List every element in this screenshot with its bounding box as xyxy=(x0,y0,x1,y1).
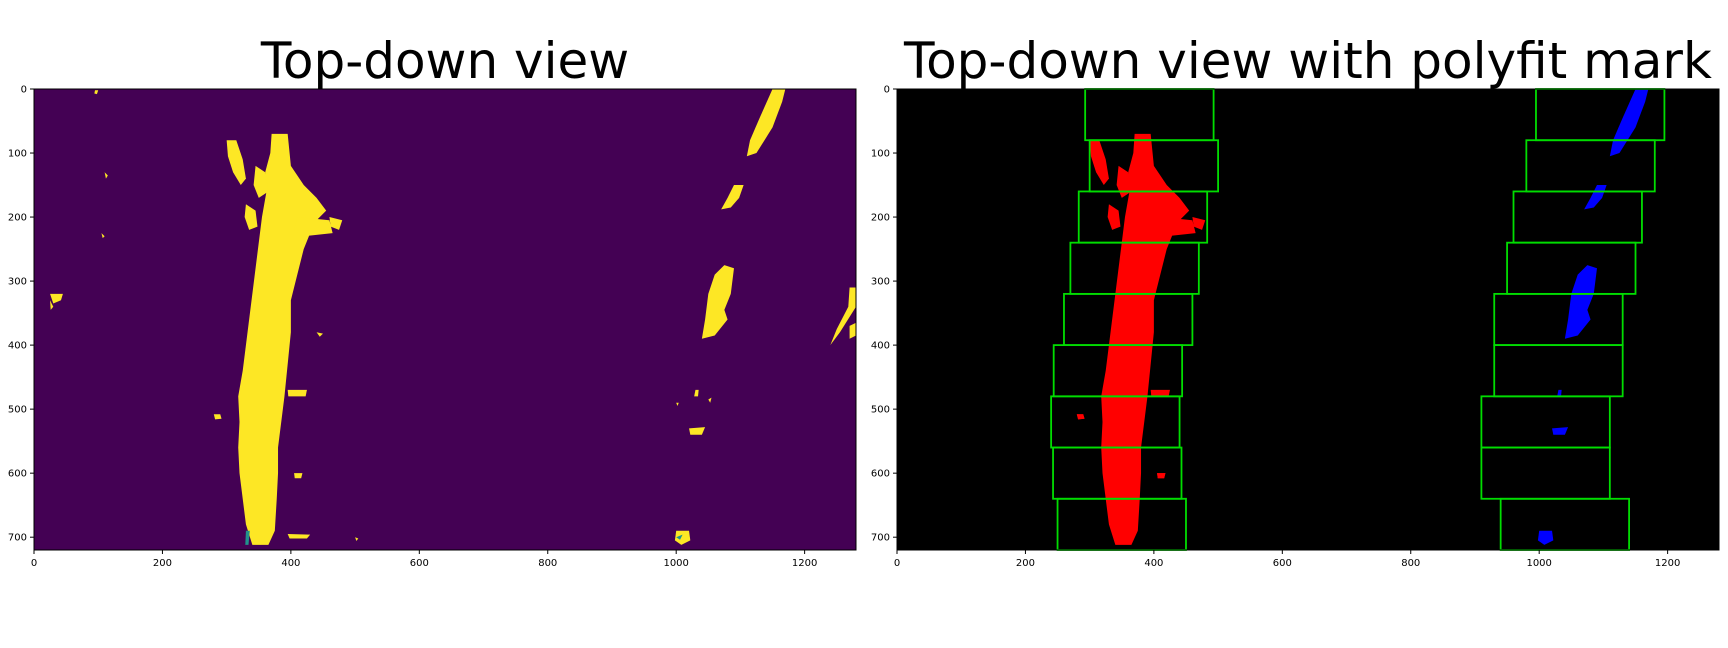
panel-top-down-view: Top-down view 0 200 400 600 800 1000 1200 0 100 2… xyxy=(8,32,857,570)
panel-title: Top-down view xyxy=(260,32,629,90)
left-lane-pixels xyxy=(287,389,307,397)
x-tick-label: 600 xyxy=(410,558,429,569)
noise-pixels xyxy=(255,533,266,545)
lane-pixel-marks xyxy=(1076,89,1649,545)
x-tick-label: 1200 xyxy=(792,558,817,569)
noise-pixels xyxy=(50,293,63,304)
left-lane-pixels xyxy=(1157,217,1196,237)
left-lane-pixels xyxy=(294,473,303,479)
left-lane-pixels xyxy=(329,217,343,230)
left-lane-pixels xyxy=(238,133,327,545)
noise-pixels xyxy=(94,90,99,95)
left-lane-stray-pixels xyxy=(1076,414,1085,420)
x-tick-label: 800 xyxy=(538,558,557,569)
left-lane-pixels xyxy=(244,204,258,230)
right-lane-pixels xyxy=(1564,265,1597,339)
left-lane-pixels xyxy=(294,217,333,237)
right-lane-pixels xyxy=(746,89,786,157)
panel-polyfit-view: Top-down view with polyfit mark 0 200 400 6… xyxy=(871,32,1720,570)
noise-pixels xyxy=(101,233,105,239)
x-tick-label: 400 xyxy=(1144,558,1163,569)
noise-pixels xyxy=(676,402,679,406)
noise-pixels xyxy=(104,172,108,179)
y-tick-label: 100 xyxy=(871,149,890,160)
plot-frame xyxy=(896,88,1720,551)
right-lane-pixels xyxy=(721,185,744,210)
axis-ticks: 0 200 400 600 800 1000 1200 0 100 200 300 400 500 600… xyxy=(8,85,817,570)
left-lane-pixels xyxy=(253,165,269,198)
y-tick-label: 700 xyxy=(871,533,890,544)
left-lane-pixels xyxy=(1101,133,1190,545)
y-tick-label: 300 xyxy=(8,277,27,288)
right-lane-pixels xyxy=(701,265,734,339)
x-tick-label: 1000 xyxy=(663,558,688,569)
plot-area-background xyxy=(897,89,1719,550)
right-lane-pixels xyxy=(689,427,706,435)
left-lane-pixels xyxy=(1192,217,1206,230)
x-tick-label: 400 xyxy=(281,558,300,569)
noise-pixels xyxy=(316,332,323,337)
left-lane-pixels xyxy=(1089,140,1109,186)
left-lane-pixels xyxy=(213,414,222,420)
noise-pixels xyxy=(50,300,54,310)
right-lane-pixels xyxy=(1557,389,1562,397)
y-tick-label: 100 xyxy=(8,149,27,160)
lane-pixel-marks xyxy=(50,89,856,545)
y-tick-label: 700 xyxy=(8,533,27,544)
x-tick-label: 600 xyxy=(1273,558,1292,569)
axis-ticks: 0 200 400 600 800 1000 1200 0 100 200 300 400 500 600… xyxy=(871,85,1680,570)
y-tick-label: 0 xyxy=(884,85,890,96)
x-tick-label: 800 xyxy=(1401,558,1420,569)
y-tick-label: 400 xyxy=(8,341,27,352)
y-tick-label: 200 xyxy=(871,213,890,224)
left-lane-pixels xyxy=(1116,165,1132,198)
right-lane-pixels xyxy=(1552,427,1569,435)
x-tick-label: 0 xyxy=(894,558,900,569)
x-tick-label: 0 xyxy=(31,558,37,569)
right-lane-pixels xyxy=(674,530,691,545)
plot-area-background xyxy=(34,89,856,550)
x-tick-label: 200 xyxy=(153,558,172,569)
y-tick-label: 300 xyxy=(871,277,890,288)
y-tick-label: 600 xyxy=(8,469,27,480)
x-tick-label: 1000 xyxy=(1526,558,1551,569)
y-tick-label: 400 xyxy=(871,341,890,352)
right-lane-pixels xyxy=(694,389,699,397)
y-tick-label: 0 xyxy=(21,85,27,96)
left-lane-pixels xyxy=(1107,204,1121,230)
outlier-pixels xyxy=(245,530,250,545)
noise-pixels xyxy=(849,322,856,339)
noise-pixels xyxy=(287,533,311,539)
outlier-pixels xyxy=(676,534,683,540)
noise-pixels xyxy=(830,287,856,346)
y-tick-label: 500 xyxy=(871,405,890,416)
right-lane-pixels xyxy=(1537,530,1554,545)
plot-frame xyxy=(33,88,857,551)
x-tick-label: 200 xyxy=(1016,558,1035,569)
left-lane-pixels xyxy=(1150,389,1170,397)
y-tick-label: 500 xyxy=(8,405,27,416)
panel-title: Top-down view with polyfit mark xyxy=(903,32,1712,90)
left-lane-pixels xyxy=(226,140,246,186)
y-tick-label: 600 xyxy=(871,469,890,480)
y-tick-label: 200 xyxy=(8,213,27,224)
noise-pixels xyxy=(355,537,359,542)
x-tick-label: 1200 xyxy=(1655,558,1680,569)
noise-pixels xyxy=(708,397,712,403)
left-lane-stray-pixels xyxy=(1157,473,1166,479)
